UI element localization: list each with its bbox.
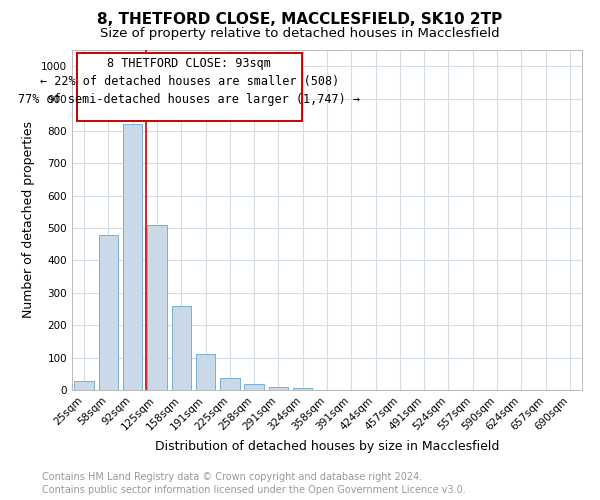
Y-axis label: Number of detached properties: Number of detached properties <box>22 122 35 318</box>
Bar <box>147 225 167 390</box>
Bar <box>99 234 118 390</box>
Bar <box>74 381 94 390</box>
Text: Size of property relative to detached houses in Macclesfield: Size of property relative to detached ho… <box>100 28 500 40</box>
Bar <box>196 354 215 390</box>
Bar <box>172 306 191 390</box>
Text: Contains HM Land Registry data © Crown copyright and database right 2024.: Contains HM Land Registry data © Crown c… <box>42 472 422 482</box>
X-axis label: Distribution of detached houses by size in Macclesfield: Distribution of detached houses by size … <box>155 440 499 453</box>
FancyBboxPatch shape <box>77 54 302 122</box>
Bar <box>123 124 142 390</box>
Text: 8 THETFORD CLOSE: 93sqm
← 22% of detached houses are smaller (508)
77% of semi-d: 8 THETFORD CLOSE: 93sqm ← 22% of detache… <box>19 57 360 106</box>
Bar <box>269 387 288 390</box>
Bar <box>220 378 239 390</box>
Bar <box>244 384 264 390</box>
Text: Contains public sector information licensed under the Open Government Licence v3: Contains public sector information licen… <box>42 485 466 495</box>
Bar <box>293 388 313 390</box>
Text: 8, THETFORD CLOSE, MACCLESFIELD, SK10 2TP: 8, THETFORD CLOSE, MACCLESFIELD, SK10 2T… <box>97 12 503 28</box>
